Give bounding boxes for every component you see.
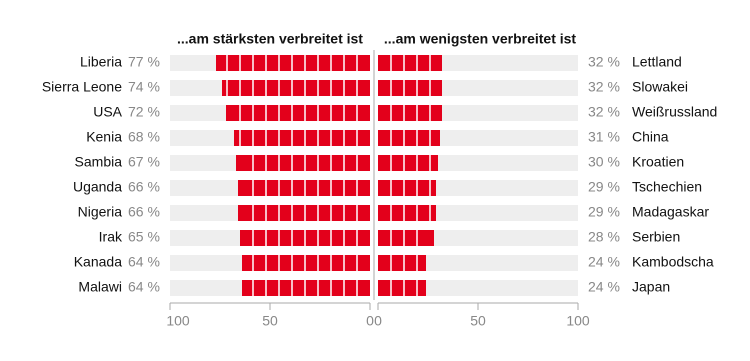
bar bbox=[378, 155, 438, 171]
category-label: Tschechien bbox=[632, 179, 702, 195]
category-label: Kanada bbox=[74, 254, 122, 270]
bar bbox=[378, 230, 434, 246]
panel-title: ...am stärksten verbreitet ist bbox=[177, 31, 363, 47]
bar bbox=[378, 80, 442, 96]
category-label: Irak bbox=[99, 229, 123, 245]
value-label: 77 % bbox=[128, 54, 160, 70]
category-label: Lettland bbox=[632, 54, 682, 70]
value-label: 28 % bbox=[588, 229, 620, 245]
value-label: 68 % bbox=[128, 129, 160, 145]
value-label: 31 % bbox=[588, 129, 620, 145]
value-label: 64 % bbox=[128, 254, 160, 270]
bar bbox=[238, 205, 370, 221]
value-label: 67 % bbox=[128, 154, 160, 170]
value-label: 32 % bbox=[588, 79, 620, 95]
bar bbox=[238, 180, 370, 196]
bar bbox=[378, 105, 442, 121]
category-label: Kroatien bbox=[632, 154, 684, 170]
value-label: 32 % bbox=[588, 54, 620, 70]
bar-background bbox=[378, 255, 578, 271]
value-label: 32 % bbox=[588, 104, 620, 120]
category-label: Sierra Leone bbox=[42, 79, 122, 95]
value-label: 29 % bbox=[588, 204, 620, 220]
bar bbox=[378, 205, 436, 221]
category-label: Nigeria bbox=[78, 204, 123, 220]
value-label: 66 % bbox=[128, 179, 160, 195]
x-tick-label: 50 bbox=[262, 313, 278, 329]
category-label: Uganda bbox=[73, 179, 122, 195]
bar bbox=[242, 280, 370, 296]
bar bbox=[378, 255, 426, 271]
value-label: 64 % bbox=[128, 279, 160, 295]
bar bbox=[226, 105, 370, 121]
category-label: Kenia bbox=[86, 129, 122, 145]
category-label: Japan bbox=[632, 279, 670, 295]
category-label: China bbox=[632, 129, 669, 145]
bar bbox=[378, 130, 440, 146]
x-tick-label: 100 bbox=[566, 313, 590, 329]
category-label: Liberia bbox=[80, 54, 122, 70]
bar bbox=[378, 280, 426, 296]
value-label: 30 % bbox=[588, 154, 620, 170]
value-label: 72 % bbox=[128, 104, 160, 120]
category-label: Malawi bbox=[78, 279, 122, 295]
value-label: 24 % bbox=[588, 279, 620, 295]
bar bbox=[222, 80, 370, 96]
category-label: USA bbox=[93, 104, 122, 120]
x-tick-label: 0 bbox=[366, 313, 374, 329]
bar bbox=[242, 255, 370, 271]
x-tick-label: 100 bbox=[166, 313, 190, 329]
bar bbox=[378, 55, 442, 71]
bar bbox=[236, 155, 370, 171]
bar bbox=[234, 130, 370, 146]
value-label: 65 % bbox=[128, 229, 160, 245]
value-label: 66 % bbox=[128, 204, 160, 220]
panel-title: ...am wenigsten verbreitet ist bbox=[384, 31, 577, 47]
category-label: Serbien bbox=[632, 229, 680, 245]
bar-background bbox=[378, 280, 578, 296]
category-label: Weißrussland bbox=[632, 104, 717, 120]
x-tick-label: 50 bbox=[470, 313, 486, 329]
value-label: 29 % bbox=[588, 179, 620, 195]
category-label: Slowakei bbox=[632, 79, 688, 95]
bar bbox=[216, 55, 370, 71]
category-label: Madagaskar bbox=[632, 204, 709, 220]
value-label: 24 % bbox=[588, 254, 620, 270]
category-label: Sambia bbox=[75, 154, 123, 170]
category-label: Kambodscha bbox=[632, 254, 714, 270]
value-label: 74 % bbox=[128, 79, 160, 95]
bar bbox=[378, 180, 436, 196]
x-tick-label: 0 bbox=[374, 313, 382, 329]
